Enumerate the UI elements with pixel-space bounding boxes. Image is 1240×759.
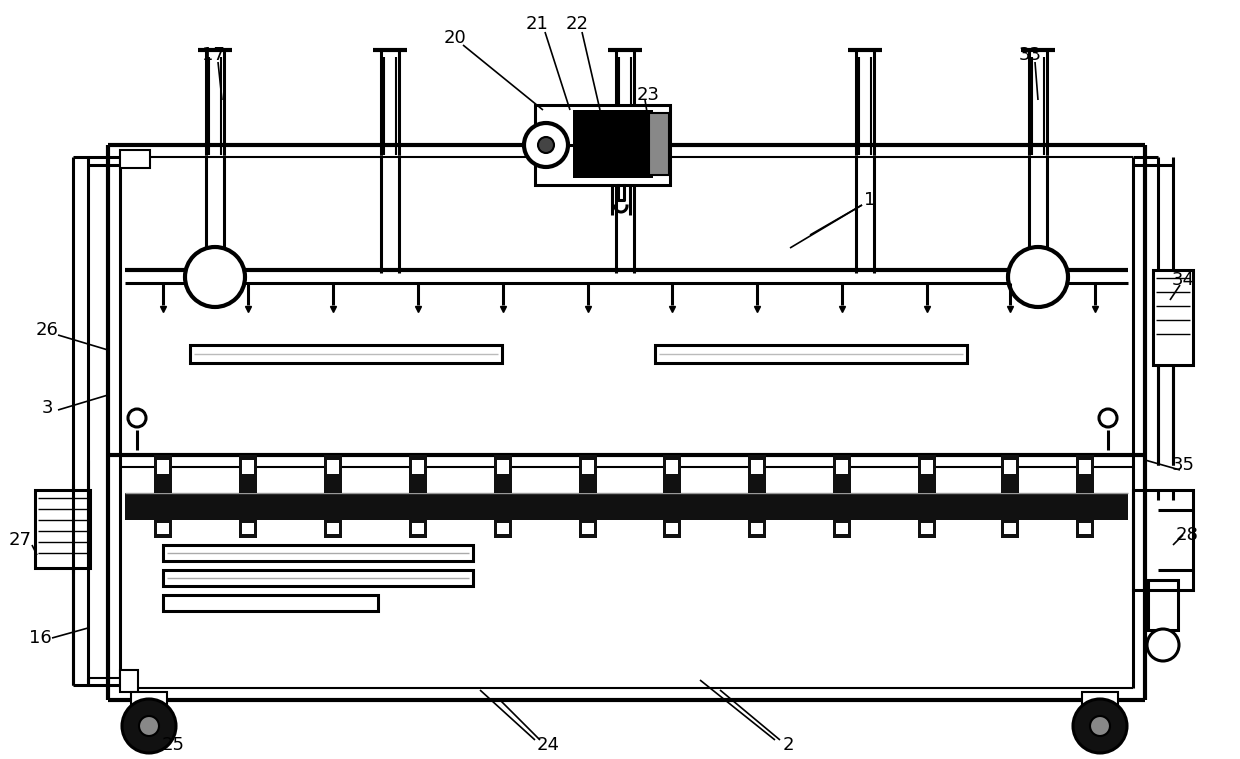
Text: 34: 34 bbox=[1172, 271, 1194, 289]
Bar bbox=[573, 110, 653, 178]
Bar bbox=[162, 545, 472, 561]
Text: 16: 16 bbox=[29, 629, 51, 647]
Bar bbox=[497, 460, 508, 474]
Bar bbox=[748, 520, 766, 538]
Bar bbox=[666, 460, 678, 474]
Bar bbox=[836, 523, 848, 534]
Bar bbox=[1076, 455, 1094, 493]
Text: 23: 23 bbox=[636, 86, 660, 104]
Bar bbox=[748, 455, 766, 493]
Bar bbox=[409, 520, 427, 538]
Bar bbox=[125, 493, 1128, 520]
Bar bbox=[649, 113, 670, 175]
Text: 26: 26 bbox=[36, 321, 58, 339]
Text: 20: 20 bbox=[444, 29, 466, 47]
Bar bbox=[327, 523, 339, 534]
Bar bbox=[157, 523, 169, 534]
Circle shape bbox=[1008, 247, 1068, 307]
Bar bbox=[157, 460, 169, 474]
Bar bbox=[1153, 270, 1193, 365]
Text: 21: 21 bbox=[526, 15, 548, 33]
Text: 24: 24 bbox=[537, 736, 559, 754]
Bar bbox=[154, 520, 172, 538]
Bar bbox=[162, 595, 378, 611]
Bar bbox=[494, 520, 512, 538]
Bar bbox=[154, 455, 172, 493]
Bar bbox=[751, 523, 763, 534]
Bar bbox=[242, 523, 254, 534]
Bar bbox=[494, 455, 512, 493]
Bar bbox=[1079, 460, 1091, 474]
Bar bbox=[1004, 460, 1016, 474]
Bar bbox=[131, 692, 167, 710]
Bar bbox=[1001, 520, 1019, 538]
Bar bbox=[324, 520, 342, 538]
Bar bbox=[663, 520, 681, 538]
Text: 3: 3 bbox=[41, 399, 53, 417]
Circle shape bbox=[122, 699, 176, 753]
Text: 27: 27 bbox=[9, 531, 31, 549]
Bar bbox=[918, 520, 936, 538]
Bar bbox=[412, 460, 424, 474]
Circle shape bbox=[139, 716, 159, 736]
Circle shape bbox=[538, 137, 554, 153]
Bar bbox=[663, 455, 681, 493]
Bar bbox=[1133, 490, 1193, 590]
Circle shape bbox=[185, 247, 246, 307]
Bar bbox=[1001, 455, 1019, 493]
Bar bbox=[1076, 520, 1094, 538]
Bar bbox=[1004, 523, 1016, 534]
Bar bbox=[579, 455, 596, 493]
Bar bbox=[582, 460, 594, 474]
Circle shape bbox=[128, 409, 146, 427]
Bar bbox=[1079, 523, 1091, 534]
Text: 2: 2 bbox=[782, 736, 794, 754]
Bar bbox=[918, 455, 936, 493]
Text: 35: 35 bbox=[1172, 456, 1194, 474]
Bar bbox=[666, 523, 678, 534]
Bar bbox=[327, 460, 339, 474]
Bar bbox=[534, 105, 670, 185]
Bar bbox=[120, 150, 150, 168]
Bar bbox=[162, 570, 472, 586]
Bar bbox=[239, 455, 257, 493]
Text: 28: 28 bbox=[1176, 526, 1198, 544]
Bar bbox=[579, 520, 596, 538]
Bar bbox=[242, 460, 254, 474]
Text: 33: 33 bbox=[1018, 46, 1042, 64]
Circle shape bbox=[1090, 716, 1110, 736]
Text: 25: 25 bbox=[161, 736, 185, 754]
Circle shape bbox=[1073, 699, 1127, 753]
Circle shape bbox=[1147, 629, 1179, 661]
Bar bbox=[655, 345, 967, 363]
Bar bbox=[1148, 580, 1178, 630]
Bar bbox=[921, 523, 932, 534]
Text: 1: 1 bbox=[864, 191, 875, 209]
Bar bbox=[833, 455, 851, 493]
Bar bbox=[497, 523, 508, 534]
Text: 17: 17 bbox=[202, 46, 224, 64]
Bar bbox=[582, 523, 594, 534]
Bar bbox=[324, 455, 342, 493]
Bar bbox=[836, 460, 848, 474]
Bar bbox=[751, 460, 763, 474]
Text: 22: 22 bbox=[565, 15, 589, 33]
Bar bbox=[1083, 692, 1118, 710]
Circle shape bbox=[525, 123, 568, 167]
Bar bbox=[409, 455, 427, 493]
Bar bbox=[921, 460, 932, 474]
Bar bbox=[35, 490, 91, 568]
Bar bbox=[833, 520, 851, 538]
Bar bbox=[239, 520, 257, 538]
Bar bbox=[190, 345, 502, 363]
Circle shape bbox=[1099, 409, 1117, 427]
Bar bbox=[120, 670, 138, 692]
Bar bbox=[412, 523, 424, 534]
